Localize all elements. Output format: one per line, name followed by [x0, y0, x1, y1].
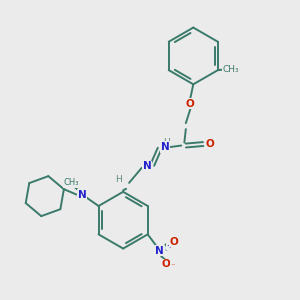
Text: O: O: [169, 237, 178, 247]
Text: N: N: [142, 161, 152, 171]
Text: N: N: [78, 190, 86, 200]
Text: CH₃: CH₃: [222, 65, 239, 74]
Text: ⁻: ⁻: [171, 261, 175, 270]
Text: H: H: [115, 176, 122, 184]
Text: O: O: [186, 99, 195, 109]
Text: H: H: [163, 138, 170, 147]
Text: N: N: [160, 142, 169, 152]
Text: N: N: [155, 246, 164, 256]
Text: O: O: [162, 259, 171, 269]
Text: +: +: [166, 241, 172, 250]
Text: O: O: [205, 139, 214, 149]
Text: CH₃: CH₃: [63, 178, 79, 187]
